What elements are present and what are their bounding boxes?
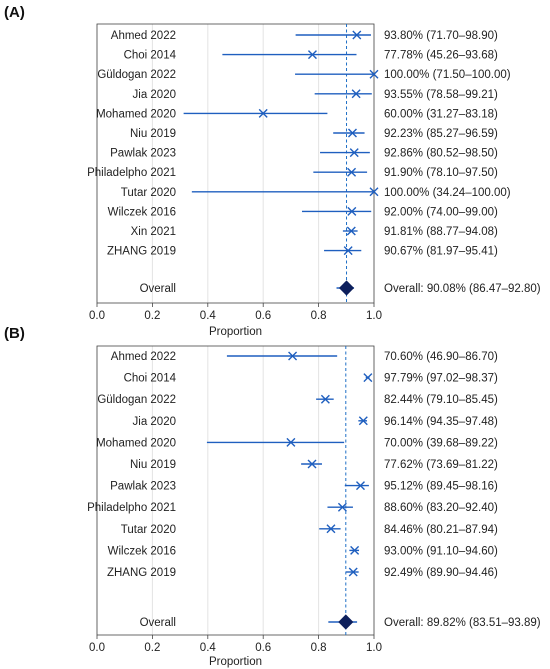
study-label: Mohamed 2020 — [96, 437, 176, 449]
ci-label: 70.00% (39.68–89.22) — [384, 437, 498, 449]
point-estimate-marker — [350, 545, 360, 555]
x-tick-label: 0.4 — [200, 310, 217, 322]
study-label: Wilczek 2016 — [108, 545, 176, 557]
ci-label: 92.49% (89.90–94.46) — [384, 567, 498, 579]
study-label: Pawlak 2023 — [110, 481, 176, 493]
point-estimate-marker — [347, 128, 357, 138]
point-estimate-marker — [369, 187, 379, 197]
point-estimate-marker — [352, 30, 362, 40]
ci-label: 60.00% (31.27–83.18) — [384, 108, 498, 120]
point-estimate-marker — [347, 206, 357, 216]
ci-label: 92.23% (85.27–96.59) — [384, 128, 498, 140]
x-tick-label: 0.0 — [89, 310, 105, 322]
overall-diamond — [338, 280, 355, 296]
point-estimate-marker — [355, 481, 365, 491]
x-axis-title: Proportion — [209, 656, 262, 668]
ci-label: 97.79% (97.02–98.37) — [384, 373, 498, 385]
overall-ci-label: Overall: 89.82% (83.51–93.89) — [384, 617, 541, 629]
point-estimate-marker — [307, 50, 317, 60]
point-estimate-marker — [346, 226, 356, 236]
overall-label: Overall — [140, 283, 176, 295]
point-estimate-marker — [349, 148, 359, 158]
x-tick-label: 0.4 — [200, 642, 217, 654]
x-tick-label: 0.6 — [255, 642, 271, 654]
study-label: ZHANG 2019 — [107, 567, 176, 579]
study-label: Tutar 2020 — [121, 524, 176, 536]
forest-panel-b: (B) 0.0 0.2 0.4 0.6 0.8 1.0 Proportion Ahmed 202… — [4, 325, 541, 668]
point-estimate-marker — [320, 394, 330, 404]
ci-label: 93.55% (78.58–99.21) — [384, 89, 498, 101]
x-tick-label: 1.0 — [366, 310, 382, 322]
point-estimate-marker — [258, 108, 268, 118]
panel-letter: (A) — [4, 4, 25, 21]
x-tick-label: 0.0 — [89, 642, 105, 654]
study-label: Philadelpho 2021 — [87, 167, 176, 179]
x-tick-label: 1.0 — [366, 642, 382, 654]
ci-label: 70.60% (46.90–86.70) — [384, 351, 498, 363]
plot-frame — [96, 23, 375, 304]
ci-label: 92.00% (74.00–99.00) — [384, 206, 498, 218]
point-estimate-marker — [326, 524, 336, 534]
x-tick-label: 0.2 — [144, 642, 160, 654]
study-label: ZHANG 2019 — [107, 246, 176, 258]
ci-label: 93.00% (91.10–94.60) — [384, 545, 498, 557]
study-label: Niu 2019 — [130, 459, 176, 471]
ci-label: 100.00% (71.50–100.00) — [384, 69, 511, 81]
x-axis-title: Proportion — [209, 326, 262, 338]
study-label: Pawlak 2023 — [110, 148, 176, 160]
point-estimate-marker — [358, 416, 368, 426]
overall-ci-label: Overall: 90.08% (86.47–92.80) — [384, 283, 541, 295]
ci-label: 77.62% (73.69–81.22) — [384, 459, 498, 471]
ci-label: 82.44% (79.10–85.45) — [384, 394, 498, 406]
point-estimate-marker — [343, 246, 353, 256]
study-label: Niu 2019 — [130, 128, 176, 140]
study-label: Tutar 2020 — [121, 187, 176, 199]
study-label: Mohamed 2020 — [96, 108, 176, 120]
point-estimate-marker — [337, 502, 347, 512]
study-label: Güldogan 2022 — [97, 394, 176, 406]
x-tick-label: 0.8 — [311, 310, 327, 322]
x-tick-label: 0.2 — [144, 310, 160, 322]
point-estimate-marker — [348, 567, 358, 577]
x-tick-label: 0.8 — [311, 642, 327, 654]
panel-letter: (B) — [4, 325, 25, 342]
study-label: Philadelpho 2021 — [87, 502, 176, 514]
study-label: Choi 2014 — [124, 373, 177, 385]
overall-label: Overall — [140, 617, 176, 629]
ci-label: 88.60% (83.20–92.40) — [384, 502, 498, 514]
ci-label: 84.46% (80.21–87.94) — [384, 524, 498, 536]
point-estimate-marker — [288, 351, 298, 361]
point-estimate-marker — [286, 437, 296, 447]
ci-label: 93.80% (71.70–98.90) — [384, 30, 498, 42]
ci-label: 91.90% (78.10–97.50) — [384, 167, 498, 179]
ci-label: 92.86% (80.52–98.50) — [384, 148, 498, 160]
study-label: Choi 2014 — [124, 50, 177, 62]
overall-diamond — [338, 614, 354, 630]
study-label: Güldogan 2022 — [97, 69, 176, 81]
point-estimate-marker — [307, 459, 317, 469]
study-label: Ahmed 2022 — [111, 351, 176, 363]
ci-label: 96.14% (94.35–97.48) — [384, 416, 498, 428]
ci-label: 77.78% (45.26–93.68) — [384, 50, 498, 62]
study-label: Xin 2021 — [131, 226, 176, 238]
study-label: Jia 2020 — [133, 416, 176, 428]
ci-label: 91.81% (88.77–94.08) — [384, 226, 498, 238]
study-label: Wilczek 2016 — [108, 206, 176, 218]
ci-label: 90.67% (81.97–95.41) — [384, 246, 498, 258]
point-estimate-marker — [363, 373, 373, 383]
plot-frame — [96, 345, 375, 636]
point-estimate-marker — [351, 89, 361, 99]
study-label: Ahmed 2022 — [111, 30, 176, 42]
study-label: Jia 2020 — [133, 89, 176, 101]
point-estimate-marker — [347, 167, 357, 177]
x-tick-label: 0.6 — [255, 310, 271, 322]
ci-label: 100.00% (34.24–100.00) — [384, 187, 511, 199]
ci-label: 95.12% (89.45–98.16) — [384, 481, 498, 493]
forest-panel-a: (A) 0.0 0.2 0.4 0.6 0.8 1.0 Proportion Ahmed 202… — [4, 4, 541, 338]
point-estimate-marker — [369, 69, 379, 79]
